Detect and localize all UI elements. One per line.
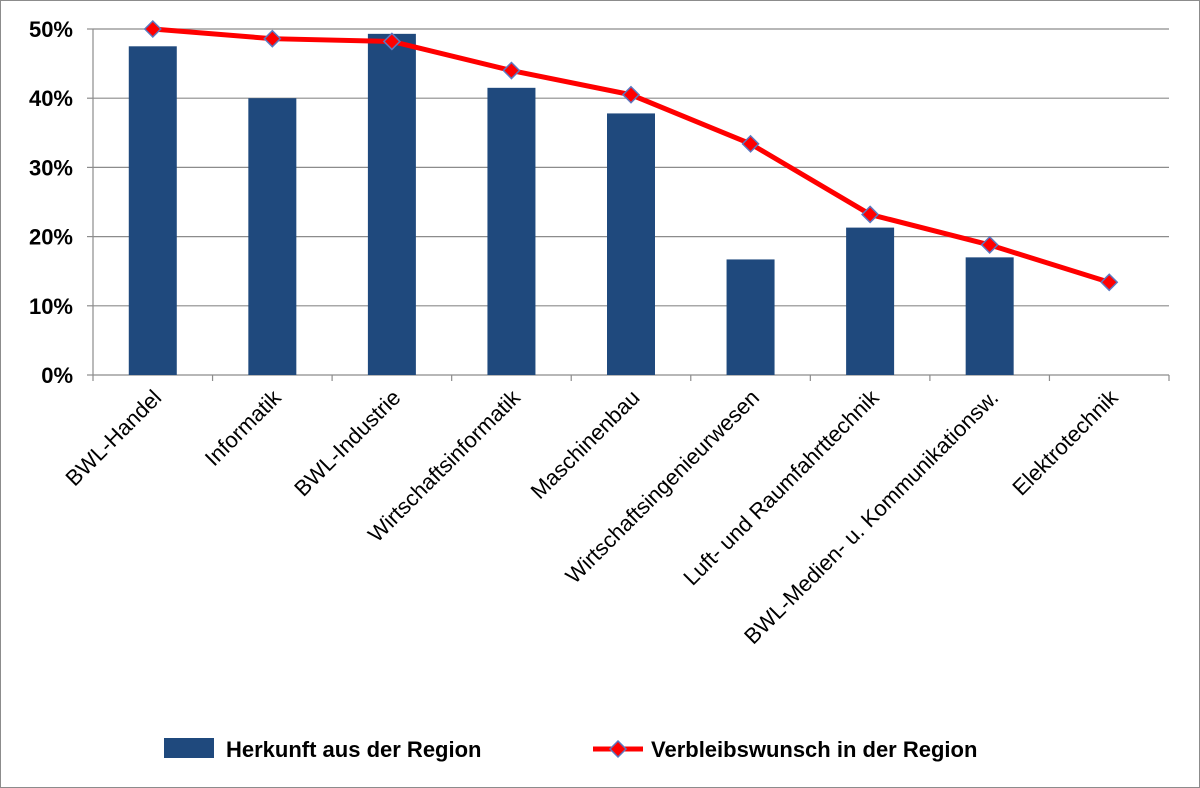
bar xyxy=(487,87,536,375)
legend: Herkunft aus der Region Verbleibswunsch i… xyxy=(164,737,977,762)
legend-label-bars: Herkunft aus der Region xyxy=(226,737,481,762)
legend-bar-swatch xyxy=(164,738,214,758)
line-marker xyxy=(621,85,641,104)
x-category-label: Luft- und Raumfahrttechnik xyxy=(678,384,884,590)
line-marker xyxy=(502,61,521,80)
x-category-label: Maschinenbau xyxy=(526,385,645,504)
bar xyxy=(128,46,177,376)
y-tick-label: 30% xyxy=(29,155,73,180)
line-marker xyxy=(741,134,760,153)
line-marker xyxy=(263,29,282,48)
bar xyxy=(367,33,416,376)
y-axis-tick-labels: 0% 10% 20% 30% 40% 50% xyxy=(29,17,73,388)
legend-line-marker xyxy=(608,739,628,759)
line-marker xyxy=(1100,273,1119,292)
bar xyxy=(607,113,655,375)
bar xyxy=(965,257,1014,375)
line-marker xyxy=(382,32,401,51)
x-category-label: BWL-Handel xyxy=(60,385,166,491)
bar-series xyxy=(128,33,1014,376)
bar xyxy=(846,227,895,375)
y-tick-label: 40% xyxy=(29,86,73,111)
line-marker xyxy=(980,235,999,254)
y-tick-label: 0% xyxy=(41,363,73,388)
bar xyxy=(726,259,775,375)
bar xyxy=(248,98,297,375)
legend-label-line: Verbleibswunsch in der Region xyxy=(651,737,977,762)
y-tick-label: 10% xyxy=(29,294,73,319)
x-category-label: BWL-Medien- u. Kommunikationsw. xyxy=(739,385,1003,649)
line-marker xyxy=(861,205,880,224)
x-category-label: Wirtschaftsingenieurwesen xyxy=(561,385,765,589)
line-series xyxy=(143,19,1119,292)
y-tick-label: 50% xyxy=(29,17,73,42)
line-marker xyxy=(143,19,162,39)
x-axis-category-labels: BWL-Handel Informatik BWL-Industrie Wirtsch… xyxy=(60,384,1123,649)
x-category-label: Informatik xyxy=(200,384,287,471)
y-tick-label: 20% xyxy=(29,225,73,250)
x-category-label: Elektrotechnik xyxy=(1007,384,1123,500)
x-category-label: BWL-Industrie xyxy=(289,385,405,501)
